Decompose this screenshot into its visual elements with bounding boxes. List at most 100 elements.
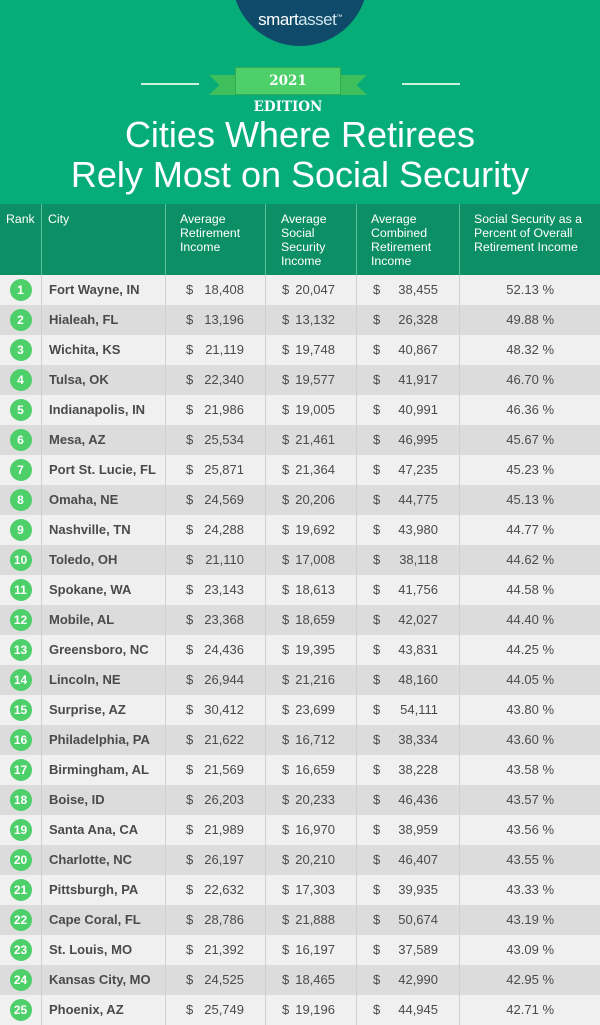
money-value: 24,436 [204, 642, 244, 657]
money-cell: $23,368 [166, 605, 266, 635]
money-cell: $22,632 [166, 875, 266, 905]
city-cell: Port St. Lucie, FL [42, 455, 166, 485]
money-cell: $19,577 [266, 365, 357, 395]
percent-cell: 44.05 % [506, 672, 554, 687]
rank-badge: 1 [9, 279, 32, 301]
money-value: 18,613 [295, 582, 335, 597]
money-cell: $24,288 [166, 515, 266, 545]
money-cell: $37,589 [357, 935, 460, 965]
city-cell: Phoenix, AZ [42, 995, 166, 1025]
money-cell: $21,110 [166, 545, 266, 575]
money-value: 23,368 [204, 612, 244, 627]
logo-text: smartasset™ [258, 10, 342, 29]
money-value: 19,196 [295, 1002, 335, 1017]
money-cell: $47,235 [357, 455, 460, 485]
table-row: 15 Surprise, AZ $30,412 $23,699 $54,111 43.80… [0, 695, 600, 725]
currency-symbol: $ [373, 522, 381, 537]
rank-badge: 21 [9, 879, 32, 901]
currency-symbol: $ [186, 432, 194, 447]
city-cell: Toledo, OH [42, 545, 166, 575]
rank-badge: 16 [9, 729, 32, 751]
money-cell: $16,197 [266, 935, 357, 965]
table-row: 23 St. Louis, MO $21,392 $16,197 $37,589 43.0… [0, 935, 600, 965]
city-cell: Mesa, AZ [42, 425, 166, 455]
city-cell: Philadelphia, PA [42, 725, 166, 755]
rank-badge: 10 [9, 549, 32, 571]
money-cell: $21,216 [266, 665, 357, 695]
money-value: 26,328 [398, 312, 438, 327]
money-value: 54,111 [400, 702, 438, 717]
rank-cell: 23 [0, 935, 42, 965]
currency-symbol: $ [373, 852, 381, 867]
rank-cell: 20 [0, 845, 42, 875]
money-value: 39,935 [398, 882, 438, 897]
money-value: 26,203 [204, 792, 244, 807]
city-cell: Tulsa, OK [42, 365, 166, 395]
money-cell: $25,534 [166, 425, 266, 455]
money-cell: $19,748 [266, 335, 357, 365]
rank-badge: 6 [9, 429, 32, 451]
money-value: 41,917 [398, 372, 438, 387]
percent-cell: 43.33 % [506, 882, 554, 897]
money-cell: $41,917 [357, 365, 460, 395]
table-row: 22 Cape Coral, FL $28,786 $21,888 $50,674 43.… [0, 905, 600, 935]
city-cell: Boise, ID [42, 785, 166, 815]
city-cell: Birmingham, AL [42, 755, 166, 785]
table-row: 3 Wichita, KS $21,119 $19,748 $40,867 48.32 % [0, 335, 600, 365]
money-value: 42,027 [398, 612, 438, 627]
percent-cell: 48.32 % [506, 342, 554, 357]
money-cell: $50,674 [357, 905, 460, 935]
money-cell: $25,749 [166, 995, 266, 1025]
rank-cell: 25 [0, 995, 42, 1025]
currency-symbol: $ [186, 822, 194, 837]
money-value: 37,589 [398, 942, 438, 957]
money-value: 25,871 [204, 462, 244, 477]
money-cell: $48,160 [357, 665, 460, 695]
rank-badge: 25 [9, 999, 32, 1021]
table-row: 13 Greensboro, NC $24,436 $19,395 $43,831 44.… [0, 635, 600, 665]
city-cell: Lincoln, NE [42, 665, 166, 695]
currency-symbol: $ [186, 402, 194, 417]
money-value: 21,392 [204, 942, 244, 957]
money-cell: $13,196 [166, 305, 266, 335]
table-row: 25 Phoenix, AZ $25,749 $19,196 $44,945 42.71 … [0, 995, 600, 1025]
rank-cell: 7 [0, 455, 42, 485]
city-cell: Hialeah, FL [42, 305, 166, 335]
money-cell: $43,980 [357, 515, 460, 545]
percent-cell: 46.70 % [506, 372, 554, 387]
money-value: 21,110 [205, 552, 244, 567]
currency-symbol: $ [282, 732, 290, 747]
money-value: 21,364 [295, 462, 335, 477]
money-cell: $26,328 [357, 305, 460, 335]
currency-symbol: $ [282, 342, 290, 357]
percent-cell: 43.80 % [506, 702, 554, 717]
rank-cell: 6 [0, 425, 42, 455]
table-body: 1 Fort Wayne, IN $18,408 $20,047 $38,455 52.1… [0, 275, 600, 1025]
percent-cell: 43.58 % [506, 762, 554, 777]
rank-cell: 18 [0, 785, 42, 815]
currency-symbol: $ [373, 612, 381, 627]
currency-symbol: $ [373, 762, 381, 777]
currency-symbol: $ [282, 462, 290, 477]
currency-symbol: $ [282, 822, 290, 837]
percent-cell: 42.71 % [506, 1002, 554, 1017]
money-value: 42,990 [398, 972, 438, 987]
money-cell: $20,047 [266, 275, 357, 305]
money-cell: $19,005 [266, 395, 357, 425]
money-cell: $43,831 [357, 635, 460, 665]
rank-badge: 15 [9, 699, 32, 721]
percent-cell: 43.09 % [506, 942, 554, 957]
rank-cell: 12 [0, 605, 42, 635]
money-cell: $19,395 [266, 635, 357, 665]
currency-symbol: $ [373, 822, 381, 837]
rank-cell: 15 [0, 695, 42, 725]
money-value: 21,888 [295, 912, 335, 927]
money-cell: $38,959 [357, 815, 460, 845]
rank-badge: 4 [9, 369, 32, 391]
table-row: 8 Omaha, NE $24,569 $20,206 $44,775 45.13 % [0, 485, 600, 515]
percent-cell: 44.40 % [506, 612, 554, 627]
currency-symbol: $ [186, 312, 194, 327]
percent-cell: 43.55 % [506, 852, 554, 867]
money-value: 21,986 [204, 402, 244, 417]
rank-badge: 3 [9, 339, 32, 361]
